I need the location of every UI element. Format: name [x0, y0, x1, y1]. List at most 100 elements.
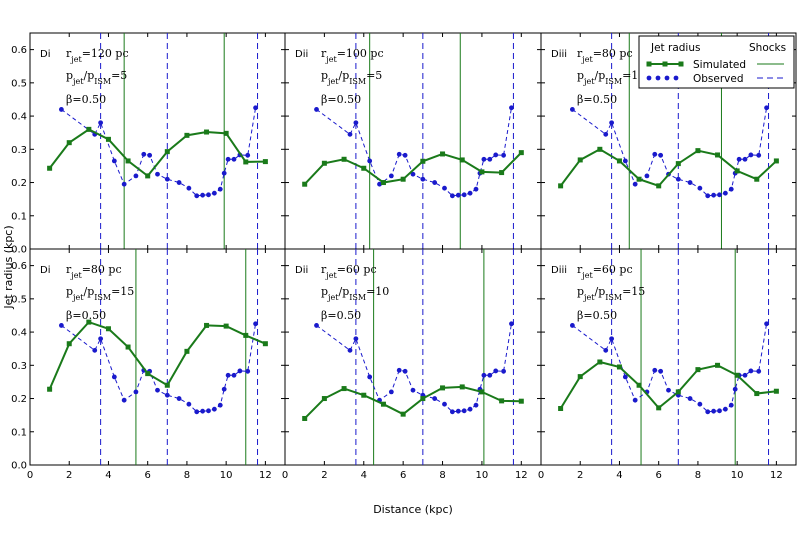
observed-point [481, 156, 487, 162]
observed-point [742, 156, 748, 162]
observed-point [211, 406, 217, 412]
panel-3: Diii rjet=80 pc pjet/pISM=10 β=0.50 [540, 32, 797, 250]
simulated-point [734, 168, 740, 174]
observed-point [675, 176, 681, 182]
observed-point [487, 372, 493, 378]
observed-point [164, 392, 170, 398]
observed-point [736, 156, 742, 162]
observed-point [353, 336, 359, 342]
observed-point [121, 397, 127, 403]
observed-point [58, 107, 64, 112]
simulated-point [321, 396, 327, 402]
observed-point [461, 408, 467, 414]
beta-label: β=0.50 [66, 93, 106, 106]
observed-point [420, 176, 426, 182]
x-tick-label: 0 [282, 470, 288, 481]
simulated-point [361, 392, 367, 398]
simulated-point [440, 385, 446, 391]
legend-simulated-marker [646, 61, 652, 67]
observed-point [347, 347, 353, 353]
observed-point [632, 181, 638, 187]
simulated-point [479, 389, 485, 395]
observed-point [732, 386, 738, 392]
observed-point [225, 156, 231, 162]
observed-point [176, 396, 182, 401]
observed-point [225, 372, 231, 378]
legend-simulated-label: Simulated [693, 59, 746, 71]
observed-point [481, 372, 487, 378]
simulated-point [341, 386, 347, 392]
observed-point [569, 107, 575, 112]
simulated-point [243, 159, 249, 165]
observed-point [455, 408, 461, 414]
simulated-point [86, 319, 92, 325]
y-tick-label: 0.2 [11, 394, 27, 405]
observed-point [92, 347, 98, 353]
observed-point [314, 323, 319, 328]
observed-point [186, 185, 192, 191]
panel-id: Dii [295, 265, 308, 276]
simulated-point [695, 367, 701, 373]
panel-5: 0 2 4 6 8 10 12 Dii rjet=60 pc pjet/pISM=10 β=0.50 [282, 248, 542, 481]
panel-frame [284, 248, 542, 466]
simulated-point [47, 386, 53, 392]
x-tick-label: 2 [66, 470, 72, 481]
observed-point [245, 152, 251, 158]
simulated-line [48, 128, 266, 178]
observed-point [509, 321, 514, 327]
observed-point [141, 151, 147, 157]
y-tick-label: 0.6 [11, 261, 27, 272]
r-jet-label: rjet=100 pc [321, 47, 384, 64]
legend-observed-marker [655, 75, 661, 81]
pressure-ratio-label: pjet/pISM=15 [577, 285, 645, 302]
simulated-point [597, 146, 603, 152]
observed-point [652, 367, 658, 373]
legend-simulated-marker [678, 61, 684, 67]
simulated-point [636, 382, 642, 388]
simulated-line [303, 151, 523, 185]
simulated-point [145, 173, 151, 179]
observed-point [467, 190, 473, 196]
simulated-point [86, 126, 92, 132]
simulated-point [105, 326, 111, 332]
simulated-point [145, 371, 151, 377]
simulated-point [204, 322, 210, 328]
observed-point [609, 336, 615, 342]
simulated-point [499, 398, 505, 404]
observed-point [221, 170, 227, 176]
observed-point [353, 120, 359, 126]
panel-id: Diii [551, 49, 567, 60]
simulated-point [518, 150, 524, 156]
x-tick-label: 0 [27, 470, 33, 481]
simulated-point [558, 406, 564, 412]
pressure-ratio-label: pjet/pISM=10 [577, 69, 645, 86]
simulated-point [734, 372, 740, 378]
x-tick-label: 10 [476, 470, 489, 481]
observed-point [133, 173, 139, 179]
observed-point [501, 152, 506, 158]
observed-point [237, 368, 243, 374]
y-tick-label: 0.1 [11, 211, 27, 222]
observed-point [377, 181, 382, 187]
observed-point [121, 181, 127, 187]
observed-point [221, 386, 227, 392]
observed-point [253, 321, 258, 327]
observed-point [603, 347, 609, 353]
simulated-point [440, 151, 446, 157]
legend-header-shocks: Shocks [749, 42, 786, 54]
observed-point [756, 368, 762, 374]
observed-point [493, 152, 499, 158]
beta-label: β=0.50 [577, 93, 617, 106]
simulated-point [675, 161, 681, 167]
observed-point [652, 151, 658, 157]
observed-point [410, 171, 416, 177]
x-tick-label: 6 [400, 470, 406, 481]
observed-point [449, 193, 455, 199]
x-tick-label: 12 [770, 470, 783, 481]
observed-point [717, 192, 722, 198]
observed-point [111, 374, 117, 380]
r-jet-label: rjet=60 pc [577, 263, 633, 280]
observed-point [569, 323, 575, 328]
panel-id: Di [40, 265, 50, 276]
